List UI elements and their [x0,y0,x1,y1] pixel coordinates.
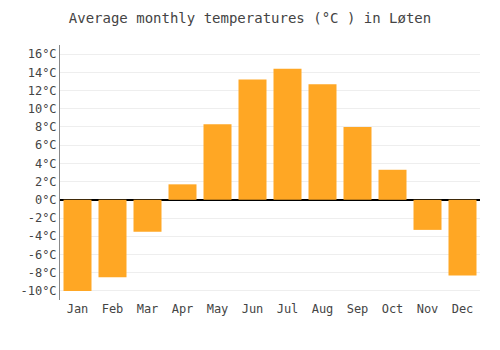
svg-text:Apr: Apr [172,302,194,316]
svg-text:-6°C: -6°C [28,248,57,262]
svg-text:2°C: 2°C [35,175,57,189]
svg-text:-10°C: -10°C [20,284,56,298]
svg-text:May: May [207,302,229,316]
svg-text:-4°C: -4°C [28,229,57,243]
svg-text:Jan: Jan [67,302,89,316]
svg-text:4°C: 4°C [35,157,57,171]
svg-text:-2°C: -2°C [28,211,57,225]
svg-text:Nov: Nov [417,302,439,316]
svg-text:6°C: 6°C [35,138,57,152]
svg-text:12°C: 12°C [28,84,57,98]
svg-text:Oct: Oct [382,302,404,316]
svg-text:Jul: Jul [277,302,299,316]
svg-text:14°C: 14°C [28,66,57,80]
svg-text:-8°C: -8°C [28,266,57,280]
svg-text:8°C: 8°C [35,120,57,134]
svg-text:Jun: Jun [242,302,264,316]
svg-text:Mar: Mar [137,302,159,316]
svg-text:Sep: Sep [347,302,369,316]
svg-text:Aug: Aug [312,302,334,316]
svg-text:16°C: 16°C [28,47,57,61]
svg-text:Average monthly temperatures (: Average monthly temperatures (°C ) in Lø… [69,10,431,26]
svg-text:10°C: 10°C [28,102,57,116]
svg-text:Dec: Dec [452,302,474,316]
svg-text:0°C: 0°C [35,193,57,207]
svg-text:Feb: Feb [102,302,124,316]
